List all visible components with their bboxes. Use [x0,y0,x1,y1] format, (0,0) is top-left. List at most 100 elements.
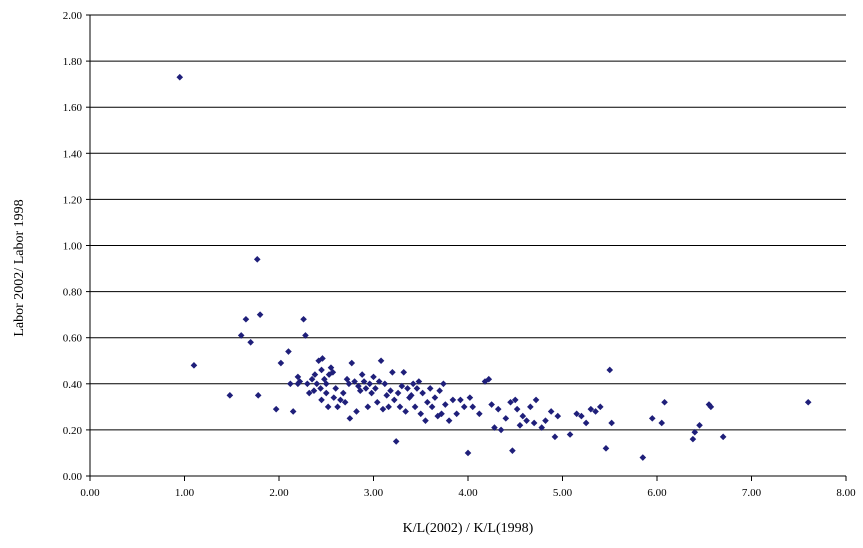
data-point [719,433,727,441]
data-point [538,424,546,431]
data-point [305,389,313,397]
data-point [587,405,595,413]
data-point [411,403,419,411]
data-point [547,408,555,415]
data-point [424,398,431,406]
y-axis-title: Labor 2002/ Labor 1998 [12,199,27,336]
data-point [516,421,524,429]
data-point [294,380,302,388]
data-point [608,419,615,427]
data-point [440,380,447,388]
data-point [364,403,372,411]
data-point [413,385,421,392]
data-point [329,368,337,376]
data-point [332,385,339,392]
data-point [285,348,292,355]
data-point [578,412,585,420]
data-point [366,380,374,388]
data-point [661,398,668,406]
data-point [356,387,364,395]
data-point [449,396,457,404]
data-point [453,410,460,418]
data-point [417,410,425,418]
data-point [469,403,477,411]
data-point [294,373,302,381]
data-point [466,394,474,401]
data-point [321,375,328,383]
data-point [334,403,341,411]
data-point [287,380,294,388]
data-point [415,378,423,385]
data-point [426,385,434,392]
data-point [387,387,394,395]
x-tick-label: 2.00 [269,487,289,499]
data-point [324,403,332,411]
y-tick-label: 0.80 [63,287,83,299]
x-tick-label: 7.00 [742,487,762,499]
data-point [254,392,262,399]
data-point [345,380,353,388]
y-tick-labels: 0.00 0.20 0.40 0.60 0.80 1.00 1.20 1.40 1.60 1.80… [63,10,83,483]
data-point [389,368,396,376]
x-axis-title: K/L(2002) / K/L(1998) [403,521,534,536]
data-point [318,366,325,374]
data-point [176,73,184,81]
data-point [348,359,356,367]
data-point [368,389,375,397]
data-point [497,426,505,434]
data-point [372,385,379,392]
data-point [639,454,647,461]
data-point [339,389,347,397]
data-point [606,366,614,374]
x-tick-label: 3.00 [364,487,384,499]
data-point [394,389,402,397]
y-tick-label: 1.00 [63,241,83,253]
data-point [438,410,445,418]
data-point [377,357,385,365]
data-point [319,355,326,362]
data-point [431,394,439,401]
data-point [523,417,530,424]
y-tick-label: 1.60 [63,102,83,114]
data-point [406,394,413,401]
data-point [253,256,261,263]
data-point [532,396,540,404]
data-point [311,371,319,378]
data-point [341,398,349,406]
y-tick-label: 0.40 [63,379,83,391]
y-tick-label: 1.40 [63,148,83,160]
data-point [318,396,325,404]
data-point [308,375,316,383]
data-point [346,415,354,422]
data-point [190,362,198,369]
data-point [566,431,574,438]
data-point [242,315,250,323]
data-point [428,403,436,411]
data-point [502,415,510,422]
x-tick-label: 0.00 [80,487,100,499]
data-point [375,378,383,385]
data-point [317,385,324,392]
data-point [554,412,562,420]
data-point [509,447,516,454]
data-point [226,392,234,399]
data-point [445,417,453,424]
y-tick-label: 1.20 [63,194,83,206]
data-point [385,403,392,411]
data-point [442,401,449,408]
data-point [353,408,360,415]
x-tick-label: 8.00 [836,487,856,499]
y-tick-label: 2.00 [63,10,83,22]
data-point [404,385,411,392]
data-point [390,396,398,404]
data-point [689,435,697,443]
data-point [658,419,666,427]
data-point [310,387,318,395]
data-point [485,375,493,383]
data-point [370,373,377,381]
data-point [691,428,699,436]
data-point [419,389,426,397]
data-point [396,403,404,411]
data-points [176,73,812,461]
